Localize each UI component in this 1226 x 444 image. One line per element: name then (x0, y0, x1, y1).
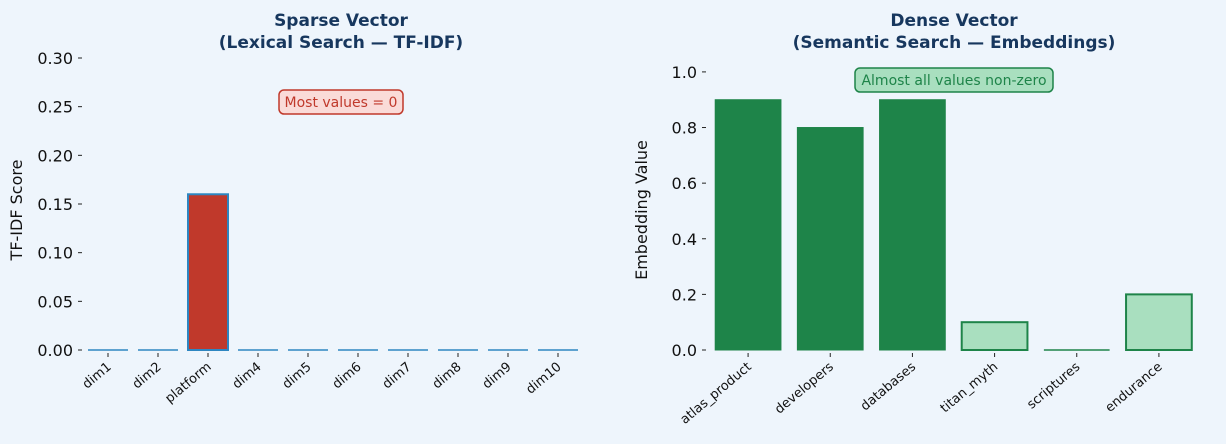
x-tick-label: dim8 (430, 360, 465, 393)
x-tick-label: dim1 (80, 360, 115, 393)
y-tick-label: 0.10 (37, 244, 73, 263)
bar (796, 127, 864, 351)
chart-subtitle: (Semantic Search — Embeddings) (793, 33, 1116, 53)
x-tick-label: dim5 (280, 360, 315, 393)
y-tick-label: 0.6 (672, 174, 697, 193)
annotation-text: Almost all values non-zero (861, 73, 1046, 89)
x-tick-label: titan_myth (938, 360, 1001, 417)
chart-title: Sparse Vector (274, 11, 408, 31)
chart-title: Dense Vector (890, 11, 1018, 31)
x-tick-label: scriptures (1024, 359, 1083, 412)
chart-panel-1: Sparse Vector(Lexical Search — TF-IDF) 0.… (7, 11, 578, 407)
y-axis-label: TF-IDF Score (7, 160, 26, 262)
y-tick-label: 0.4 (672, 230, 697, 249)
x-tick-label: endurance (1103, 360, 1166, 416)
x-tick-label: dim7 (380, 360, 415, 393)
x-tick-label: dim10 (523, 360, 564, 398)
chart-subtitle: (Lexical Search — TF-IDF) (219, 33, 463, 53)
chart-panel-2: Dense Vector(Semantic Search — Embedding… (632, 11, 1193, 428)
y-tick-label: 0.0 (672, 341, 697, 360)
x-tick-label: developers (772, 359, 837, 417)
y-tick-label: 0.30 (37, 49, 73, 68)
y-tick-label: 0.00 (37, 341, 73, 360)
annotation-box (278, 89, 404, 115)
y-tick-label: 0.25 (37, 98, 73, 117)
x-tick-label: dim6 (330, 360, 365, 393)
annotation-box (854, 67, 1054, 93)
x-tick-label: platform (163, 360, 215, 407)
x-tick-label: dim2 (130, 360, 165, 393)
y-tick-label: 0.2 (672, 285, 697, 304)
y-tick-label: 0.20 (37, 146, 73, 165)
x-tick-label: databases (858, 359, 919, 414)
x-tick-label: dim4 (230, 360, 265, 393)
y-axis-label: Embedding Value (632, 140, 651, 280)
bar (714, 99, 782, 351)
y-tick-label: 1.0 (672, 63, 697, 82)
bar (1125, 293, 1193, 351)
x-tick-label: dim9 (480, 360, 515, 393)
bar (187, 193, 229, 351)
y-tick-label: 0.15 (37, 195, 73, 214)
x-tick-label: atlas_product (678, 360, 755, 428)
y-tick-label: 0.05 (37, 292, 73, 311)
y-tick-label: 0.8 (672, 119, 697, 138)
bar (879, 99, 946, 351)
annotation-text: Most values = 0 (285, 95, 398, 111)
bar (960, 321, 1029, 352)
